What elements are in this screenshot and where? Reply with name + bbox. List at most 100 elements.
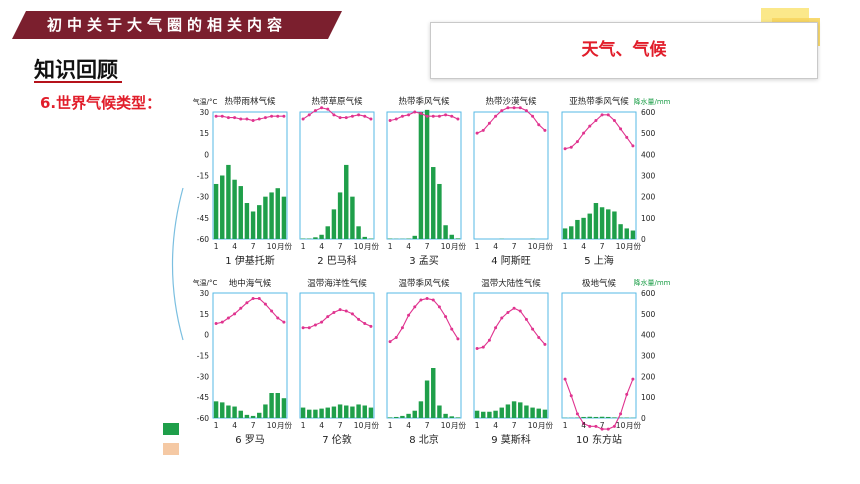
temp-point	[338, 116, 342, 120]
precip-bar	[356, 226, 361, 239]
temp-tick: -45	[197, 393, 209, 402]
subtitle: 6.世界气候类型：	[40, 94, 162, 112]
temp-point	[450, 114, 454, 118]
temp-point	[263, 116, 267, 120]
month-tick: 4	[493, 242, 498, 251]
month-tick: 4	[581, 421, 586, 430]
precip-tick: 200	[641, 372, 656, 381]
precip-bar	[455, 238, 461, 239]
precip-bar	[406, 413, 411, 418]
temp-point	[563, 147, 567, 151]
precip-bar	[344, 164, 349, 239]
temp-point	[251, 297, 255, 301]
temp-point	[326, 315, 330, 319]
temp-point	[301, 326, 305, 330]
precip-bar	[530, 407, 535, 418]
precip-bar	[612, 417, 617, 418]
temp-point	[326, 107, 330, 111]
station-caption: 6 罗马	[235, 434, 265, 446]
station-caption: 3 孟买	[409, 255, 439, 267]
precip-bar	[394, 416, 399, 418]
temp-point	[431, 298, 435, 302]
temp-point	[456, 337, 460, 341]
temp-point	[481, 128, 485, 132]
precip-bar	[581, 217, 586, 239]
month-tick: 10	[441, 421, 451, 430]
precip-tick: 600	[641, 289, 656, 298]
section-underline	[34, 81, 122, 83]
precip-bar	[487, 411, 492, 418]
precip-bar	[325, 407, 330, 418]
station-caption: 9 莫斯科	[491, 433, 531, 446]
precip-tick: 500	[641, 129, 656, 138]
temp-line	[476, 107, 546, 134]
temp-tick: -30	[197, 372, 209, 381]
temp-point	[251, 118, 255, 122]
precip-bar	[412, 235, 417, 239]
temp-point	[619, 412, 623, 416]
topic-text: 天气、气候	[581, 40, 667, 60]
temp-point	[431, 114, 435, 118]
temp-point	[388, 118, 392, 122]
month-tick: 7	[512, 242, 517, 251]
precip-bar	[331, 406, 337, 418]
precip-bar	[493, 410, 498, 418]
temp-point	[301, 117, 305, 121]
temp-point	[214, 322, 218, 326]
temp-point	[313, 109, 317, 113]
globe-outline	[171, 187, 184, 341]
precip-bar	[443, 225, 448, 239]
temp-tick: 0	[204, 331, 209, 340]
panel-frame	[473, 111, 549, 240]
month-tick: 月份	[277, 241, 292, 251]
month-tick: 10	[528, 421, 538, 430]
temp-point	[407, 113, 411, 117]
precip-bar	[400, 415, 405, 418]
precip-tick: 100	[641, 393, 656, 402]
precip-tick: 400	[641, 150, 656, 159]
temp-point	[524, 317, 528, 321]
precip-bar	[344, 405, 349, 418]
month-tick: 1	[388, 242, 393, 251]
temp-point	[631, 144, 635, 148]
month-tick: 7	[338, 421, 343, 430]
temp-tick: -45	[197, 214, 209, 223]
month-tick: 4	[319, 242, 324, 251]
temp-point	[307, 113, 311, 117]
panel-title: 温带大陆性气候	[481, 278, 541, 289]
month-tick: 1	[563, 421, 568, 430]
month-tick: 1	[388, 421, 393, 430]
precip-bar	[220, 175, 225, 239]
temp-point	[475, 347, 479, 351]
temp-point	[512, 106, 516, 110]
panel-frame	[386, 292, 462, 419]
precip-tick: 400	[641, 331, 656, 340]
temp-point	[363, 114, 367, 118]
precip-bar	[362, 236, 367, 239]
month-tick: 10	[616, 421, 626, 430]
precip-tick: 600	[641, 108, 656, 117]
temp-point	[500, 109, 504, 113]
temp-point	[357, 317, 361, 321]
station-caption: 2 巴马科	[317, 254, 357, 267]
month-tick: 月份	[538, 241, 553, 251]
precip-bar	[269, 192, 274, 239]
panel-title: 热带沙漠气候	[485, 96, 537, 107]
precip-bar	[474, 410, 480, 418]
station-caption: 5 上海	[584, 254, 614, 267]
banner-title: 初中关于大气圈的相关内容	[46, 16, 287, 34]
temp-tick: -15	[197, 352, 209, 361]
temp-point	[233, 116, 237, 120]
temp-point	[276, 114, 280, 118]
panel-frame	[212, 111, 288, 240]
temp-point	[625, 135, 629, 139]
temp-point	[588, 424, 592, 428]
temp-tick: 30	[199, 108, 209, 117]
temp-point	[320, 320, 324, 324]
temp-point	[543, 342, 547, 346]
temp-point	[487, 338, 491, 342]
precip-tick: 0	[641, 414, 646, 423]
temp-point	[475, 131, 479, 135]
precip-tick: 100	[641, 214, 656, 223]
